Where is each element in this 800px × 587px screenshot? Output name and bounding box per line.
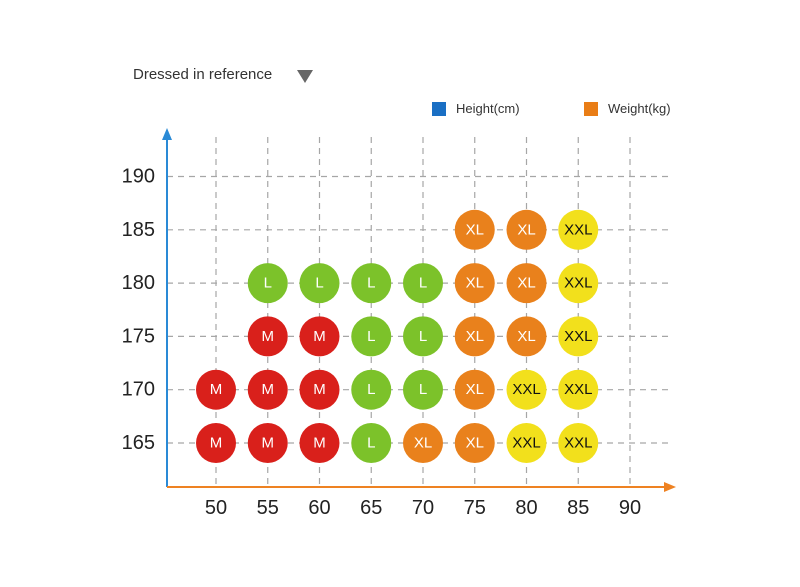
size-bubble-label: L [367,328,375,345]
size-bubble-label: M [262,435,275,452]
size-bubble-label: L [419,275,427,292]
size-bubble [351,263,392,304]
legend-label-height: Height(cm) [456,101,520,116]
size-bubble-label: M [313,435,326,452]
size-bubble-label: XXL [564,221,592,238]
legend-swatch-height [432,101,446,116]
y-tick-label: 170 [122,379,155,401]
y-tick-label: 165 [122,432,155,454]
legend-item-height: Height(cm) [432,101,520,116]
legend-item-weight: Weight(kg) [584,101,671,116]
x-tick-label: 50 [205,497,227,519]
size-bubble [558,316,599,357]
size-bubble [247,316,288,357]
x-tick-label: 85 [567,497,589,519]
size-bubble [454,316,495,357]
x-tick-label: 65 [360,497,382,519]
size-bubble [506,423,547,463]
x-tick-label: 80 [515,497,537,519]
size-bubble-label: XL [466,328,484,345]
size-bubble-label: XL [517,275,535,292]
size-bubble-label: XXL [564,381,592,398]
x-tick-label: 90 [619,497,641,519]
size-bubble [506,209,547,250]
y-tick-label: 190 [122,166,155,188]
chart-header-title: Dressed in reference [133,66,273,83]
size-bubble [454,423,495,463]
size-bubble-label: XL [466,381,484,398]
size-bubble-label: XXL [564,328,592,345]
size-bubble [454,209,495,250]
size-bubble-label: L [367,275,375,292]
x-tick-label: 70 [412,497,434,519]
size-bubble-label: XXL [564,275,592,292]
size-bubble [351,423,392,463]
size-bubble [558,263,599,304]
size-bubble [351,369,392,410]
y-tick-label: 180 [122,272,155,294]
x-tick-label: 60 [308,497,330,519]
y-tick-label: 185 [122,219,155,241]
size-bubble-label: M [313,381,326,398]
size-bubble-label: M [262,328,275,345]
size-bubble [247,423,288,463]
size-bubble [196,423,236,463]
size-bubble [403,263,443,304]
size-bubble-label: XL [466,221,484,238]
size-bubble-label: L [419,381,427,398]
size-bubble [454,263,495,304]
legend-swatch-weight [584,101,598,116]
size-bubble [247,263,288,304]
size-bubble-label: XXL [564,435,592,452]
size-bubble-label: L [315,275,323,292]
size-bubble-label: L [367,381,375,398]
legend-label-weight: Weight(kg) [608,101,671,116]
x-tick-label: 75 [464,497,486,519]
size-bubble-label: XL [517,221,535,238]
size-bubble [506,369,547,410]
size-bubble-label: M [262,381,275,398]
x-axis-arrow-icon [664,482,676,492]
size-bubble [403,423,443,463]
size-bubble [506,316,547,357]
size-bubble [299,423,340,463]
size-bubble [403,316,443,357]
size-bubble-label: XXL [512,381,540,398]
size-bubble [454,369,495,410]
size-bubble-label: M [313,328,326,345]
size-bubble-label: XL [414,435,432,452]
size-bubble-label: XL [466,435,484,452]
size-bubble [558,209,599,250]
size-bubble-label: L [264,275,272,292]
size-bubble [196,369,236,410]
dropdown-triangle-icon[interactable] [297,70,313,83]
size-bubble [506,263,547,304]
size-bubble [558,423,599,463]
size-bubble-label: XXL [512,435,540,452]
size-bubble [299,369,340,410]
y-axis-arrow-icon [162,128,172,140]
size-bubble-label: M [210,435,223,452]
size-bubble [299,316,340,357]
y-tick-label: 175 [122,325,155,347]
size-bubble-label: L [419,328,427,345]
size-bubble-label: M [210,381,223,398]
x-tick-label: 55 [257,497,279,519]
size-bubble [351,316,392,357]
size-bubble [558,369,599,410]
size-bubble-label: XL [517,328,535,345]
size-bubble [299,263,340,304]
size-bubble-label: L [367,435,375,452]
size-bubble [403,369,443,410]
size-bubble-label: XL [466,275,484,292]
size-bubble [247,369,288,410]
